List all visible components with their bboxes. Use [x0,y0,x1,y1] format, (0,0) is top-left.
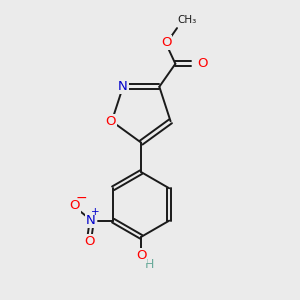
Text: O: O [70,200,80,212]
Text: N: N [86,214,96,227]
Text: N: N [118,80,128,93]
Text: CH₃: CH₃ [178,15,197,25]
Text: O: O [136,249,146,262]
Text: −: − [76,191,87,205]
Text: H: H [145,258,154,271]
Text: O: O [105,115,116,128]
Text: O: O [197,57,208,70]
Text: O: O [84,236,95,248]
Text: O: O [161,36,171,49]
Text: +: + [92,207,100,218]
